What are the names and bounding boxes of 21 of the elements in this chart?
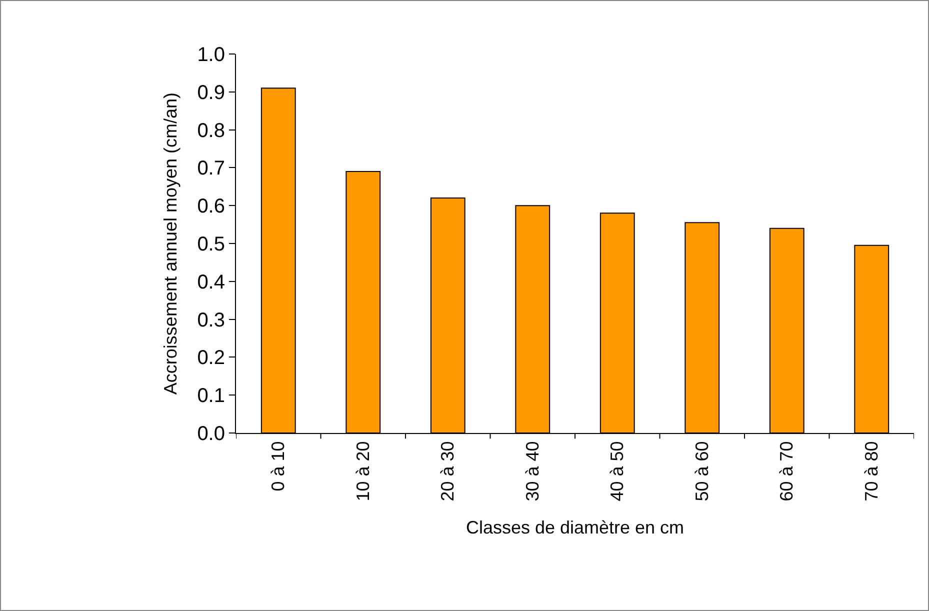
y-tick-label: 0.1 [197,385,225,408]
x-tick-label: 20 à 30 [438,441,458,502]
y-tick-label: 0.5 [197,234,225,256]
y-tick-label: 0.0 [197,423,225,445]
x-tick-label: 50 à 60 [692,441,712,502]
y-tick-label: 0.3 [197,309,225,332]
y-tick-label: 1.0 [197,44,225,66]
x-tick-label: 40 à 50 [607,441,628,502]
y-tick-label: 0.4 [197,271,225,294]
x-tick-label: 60 à 70 [776,441,797,502]
y-tick-label: 0.2 [197,347,225,370]
x-tick-label: 70 à 80 [861,441,882,502]
x-tick-label: 30 à 40 [522,441,542,502]
x-axis-title: Classes de diamètre en cm [466,517,684,538]
x-tick-label: 10 à 20 [352,441,373,502]
y-tick-label: 0.7 [197,158,225,180]
y-tick-label: 0.8 [197,120,225,142]
y-tick-label: 0.9 [197,82,225,104]
x-tick-label: 0 à 10 [268,441,288,492]
y-tick-label: 0.6 [197,196,225,218]
y-axis-title: Accroissement annuel moyen (cm/an) [160,92,180,395]
